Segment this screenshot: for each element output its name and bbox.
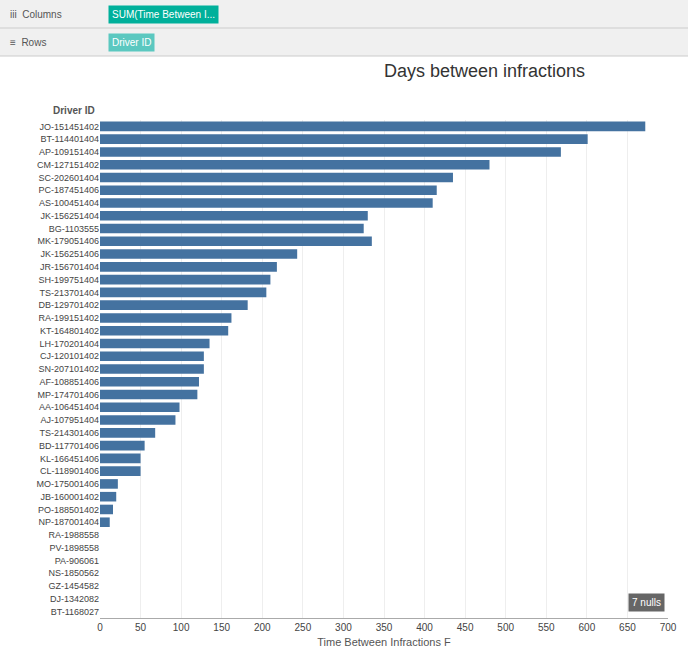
svg-text:PA-906061: PA-906061 [55, 556, 99, 566]
svg-text:350: 350 [376, 622, 393, 633]
svg-text:AJ-107951404: AJ-107951404 [40, 415, 99, 425]
svg-text:AS-100451404: AS-100451404 [39, 198, 99, 208]
svg-text:BD-117701406: BD-117701406 [39, 441, 99, 451]
svg-text:Days between infractions: Days between infractions [384, 61, 585, 81]
svg-text:650: 650 [619, 622, 636, 633]
svg-text:PV-1898558: PV-1898558 [49, 543, 99, 553]
svg-text:SH-199751404: SH-199751404 [38, 275, 99, 285]
svg-text:JK-156251404: JK-156251404 [40, 211, 99, 221]
svg-text:Driver ID: Driver ID [112, 37, 151, 48]
svg-text:JK-156251406: JK-156251406 [40, 249, 99, 259]
svg-text:SUM(Time Between I...: SUM(Time Between I... [112, 9, 215, 20]
svg-text:MP-174701406: MP-174701406 [37, 390, 99, 400]
svg-text:CJ-120101402: CJ-120101402 [40, 351, 99, 361]
svg-text:Time Between Infractions F: Time Between Infractions F [317, 636, 451, 648]
svg-text:Driver ID: Driver ID [53, 105, 95, 116]
svg-text:550: 550 [538, 622, 555, 633]
svg-text:NS-1850562: NS-1850562 [48, 568, 99, 578]
svg-text:KT-164801402: KT-164801402 [40, 326, 99, 336]
svg-text:200: 200 [254, 622, 271, 633]
svg-text:400: 400 [416, 622, 433, 633]
svg-text:500: 500 [497, 622, 514, 633]
svg-text:BT-1168027: BT-1168027 [51, 607, 99, 617]
svg-text:SC-202601404: SC-202601404 [38, 173, 99, 183]
svg-text:0: 0 [97, 622, 103, 633]
svg-text:700: 700 [660, 622, 677, 633]
svg-text:≡ Rows: ≡ Rows [10, 37, 46, 48]
svg-text:JB-160001402: JB-160001402 [40, 492, 99, 502]
svg-text:MO-175001406: MO-175001406 [36, 479, 99, 489]
svg-text:RA-1988558: RA-1988558 [48, 530, 99, 540]
svg-text:TS-214301406: TS-214301406 [39, 428, 99, 438]
svg-text:100: 100 [173, 622, 190, 633]
svg-text:NP-187001404: NP-187001404 [38, 517, 99, 527]
svg-text:250: 250 [295, 622, 312, 633]
svg-text:DJ-1342082: DJ-1342082 [50, 594, 99, 604]
svg-text:300: 300 [335, 622, 352, 633]
svg-text:CL-118901406: CL-118901406 [40, 466, 99, 476]
svg-text:MK-179051406: MK-179051406 [37, 236, 99, 246]
svg-text:SN-207101402: SN-207101402 [38, 364, 99, 374]
svg-text:50: 50 [135, 622, 147, 633]
svg-text:JO-151451402: JO-151451402 [39, 122, 99, 132]
svg-text:iii Columns: iii Columns [10, 9, 62, 20]
svg-text:RA-199151402: RA-199151402 [38, 313, 99, 323]
svg-text:CM-127151402: CM-127151402 [37, 160, 99, 170]
svg-text:150: 150 [213, 622, 230, 633]
svg-text:AF-108851406: AF-108851406 [39, 377, 99, 387]
svg-text:BT-114401404: BT-114401404 [41, 134, 99, 144]
svg-text:PC-187451406: PC-187451406 [38, 185, 99, 195]
svg-text:600: 600 [579, 622, 596, 633]
svg-text:PO-188501402: PO-188501402 [38, 505, 99, 515]
svg-text:JR-156701404: JR-156701404 [40, 262, 99, 272]
svg-text:7 nulls: 7 nulls [632, 597, 661, 608]
svg-text:BG-1103555: BG-1103555 [49, 224, 99, 234]
svg-text:TS-213701404: TS-213701404 [39, 288, 99, 298]
svg-text:KL-166451406: KL-166451406 [40, 454, 99, 464]
svg-text:450: 450 [457, 622, 474, 633]
svg-text:GZ-1454582: GZ-1454582 [48, 581, 99, 591]
svg-text:DB-129701402: DB-129701402 [38, 300, 99, 310]
svg-text:AA-106451404: AA-106451404 [39, 402, 99, 412]
svg-text:LH-170201404: LH-170201404 [39, 339, 99, 349]
svg-text:AP-109151404: AP-109151404 [39, 147, 99, 157]
